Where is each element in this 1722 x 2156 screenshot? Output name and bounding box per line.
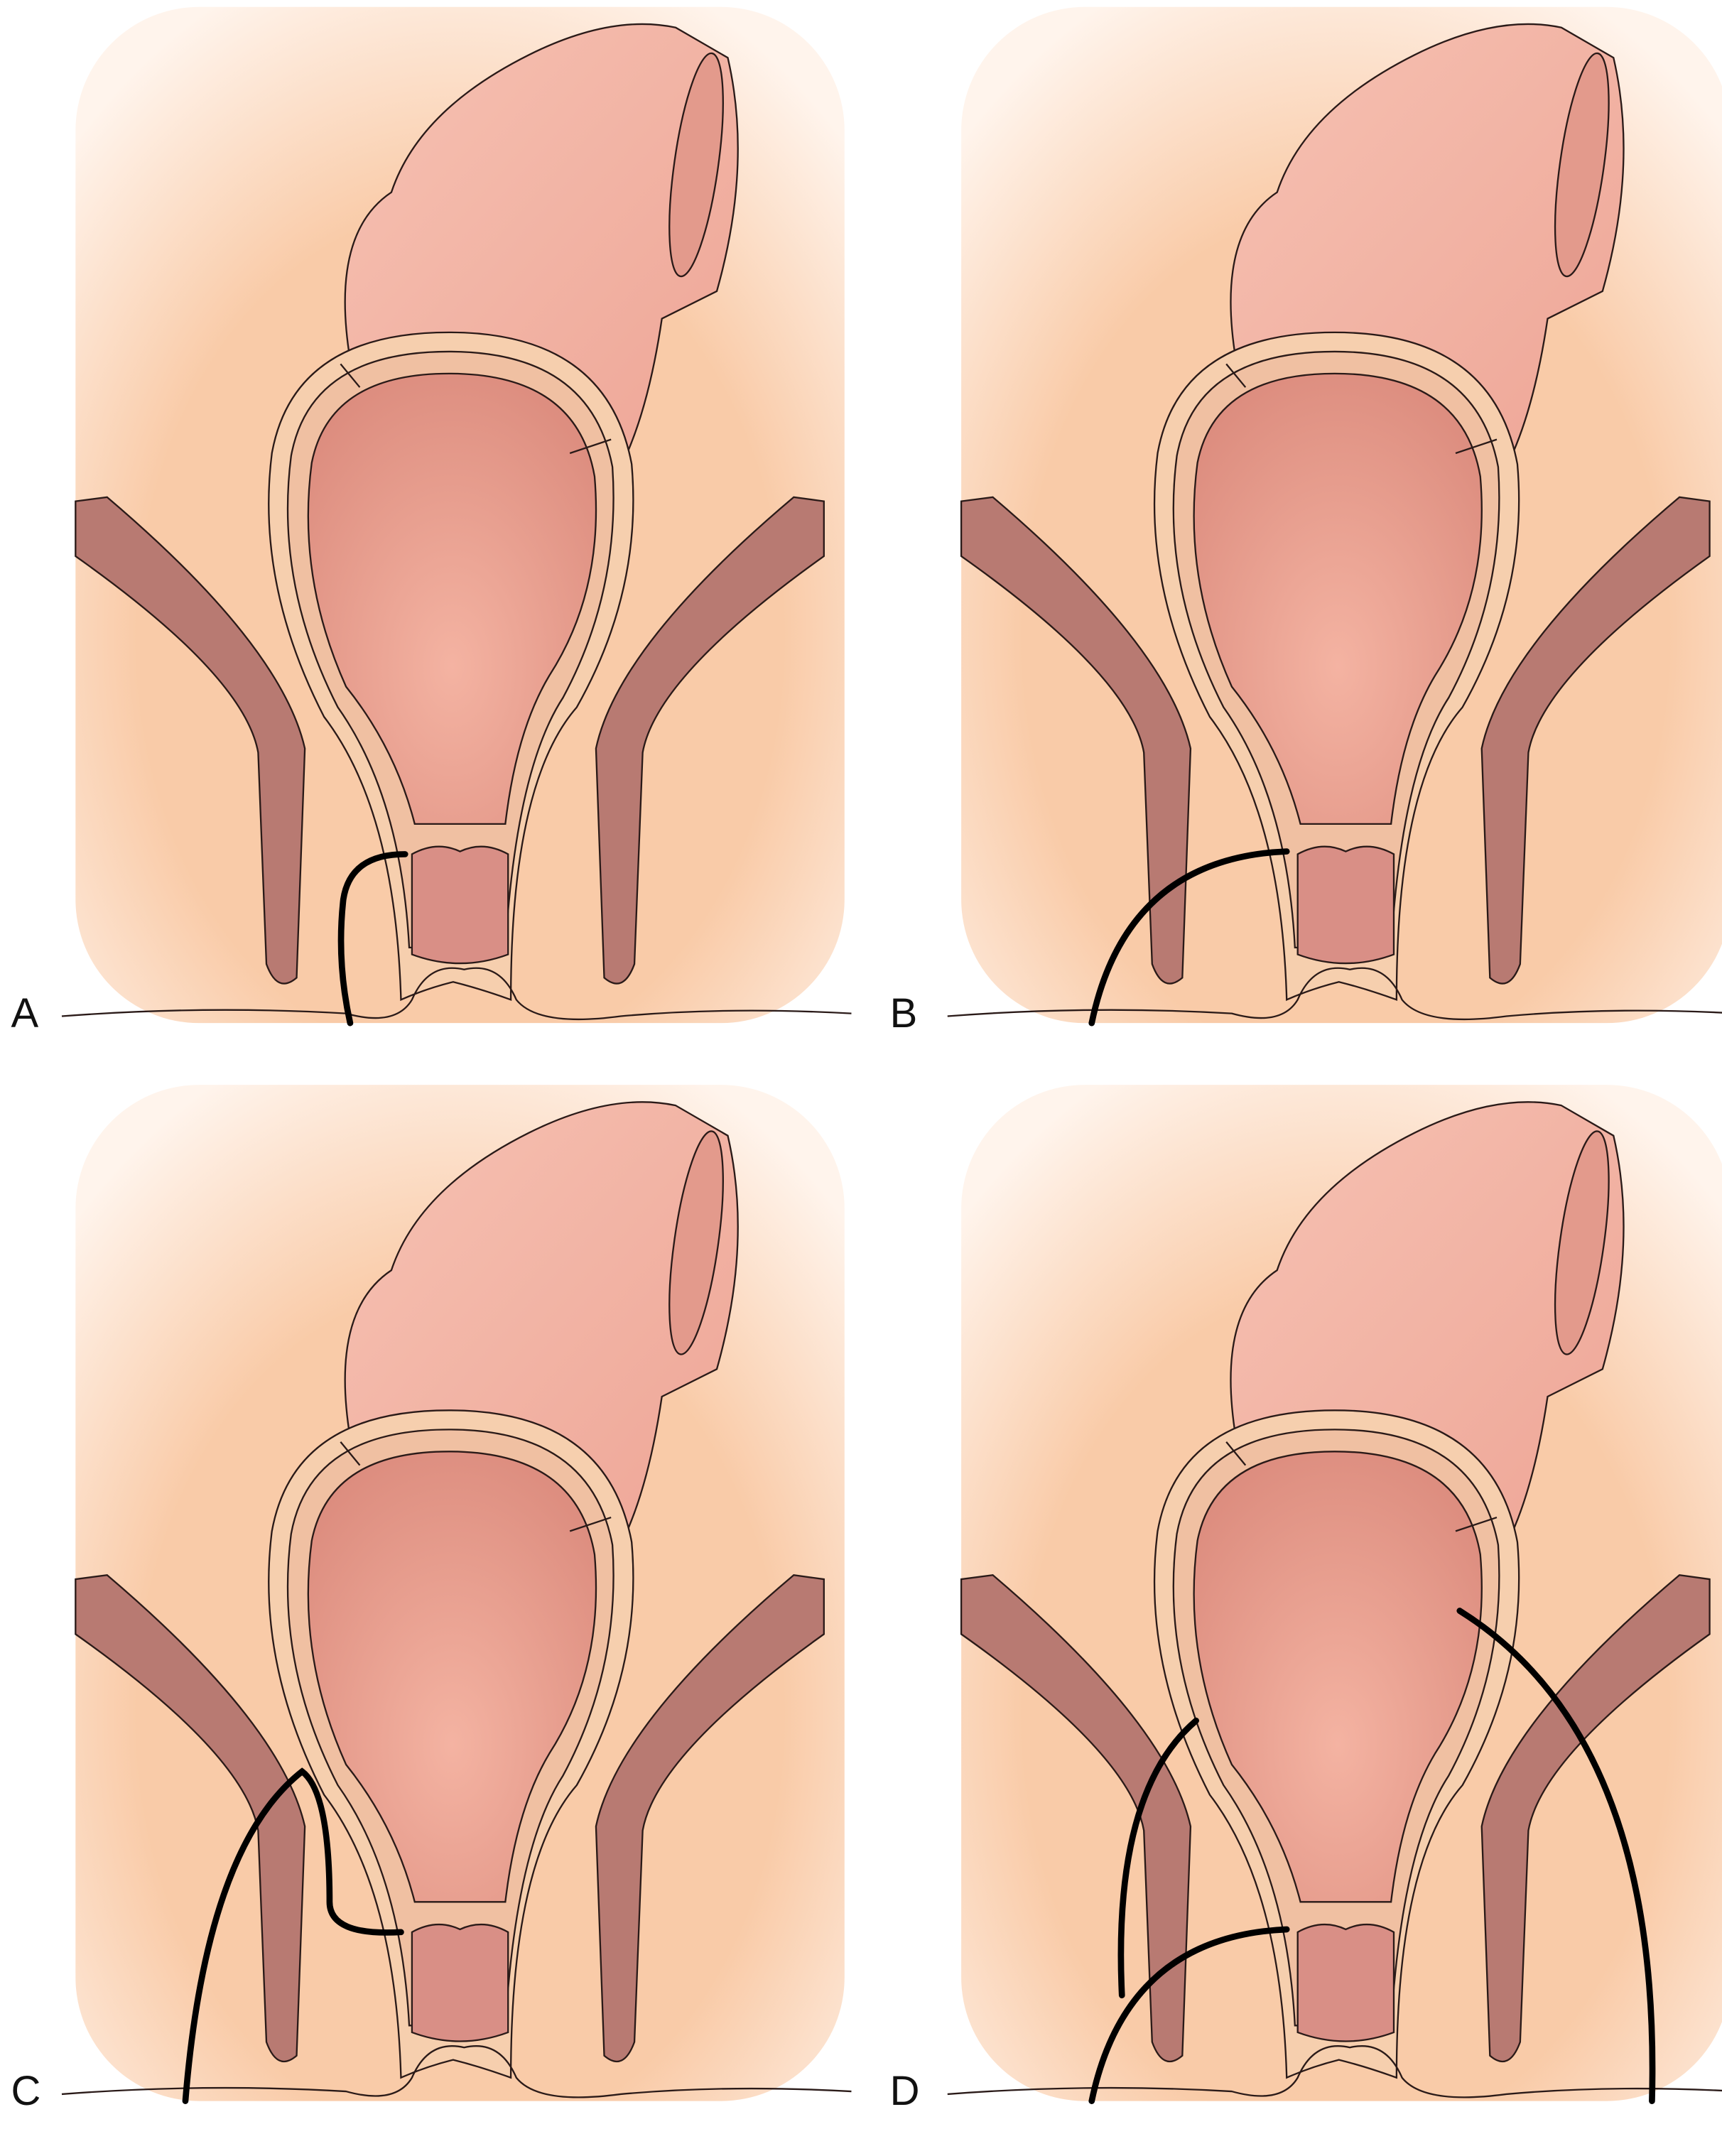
panel-a: A	[11, 6, 852, 1036]
panel-label: B	[890, 991, 918, 1036]
panel-c: C	[11, 1084, 852, 2114]
panel-label: C	[11, 2069, 40, 2114]
panel-b: B	[890, 6, 1722, 1036]
fistula-track	[182, 1767, 404, 2104]
fistula-track	[1088, 848, 1290, 1026]
fistula-track	[1088, 1926, 1290, 2104]
fistula-track	[337, 851, 408, 1026]
panel-d: D	[890, 1084, 1722, 2114]
panel-label: D	[890, 2069, 920, 2114]
panel-label: A	[11, 991, 38, 1036]
fistula-track	[1456, 1608, 1656, 2104]
fistula-track	[1117, 1717, 1200, 1999]
